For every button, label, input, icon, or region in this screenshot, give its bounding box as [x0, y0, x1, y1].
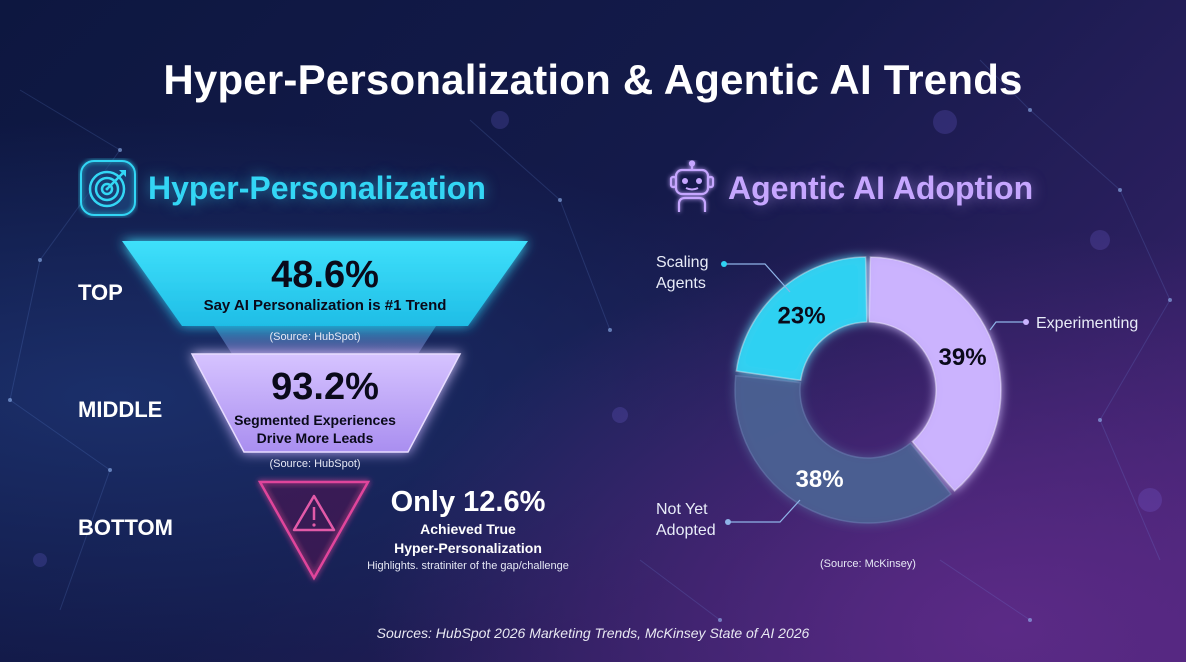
legend-label-not-yet-adopted: Not Yet — [656, 501, 708, 518]
middle-value: 93.2% — [271, 366, 379, 408]
donut-value-label-experimenting: 39% — [939, 344, 987, 371]
page-title: Hyper-Personalization & Agentic AI Trend… — [163, 56, 1023, 103]
bottom-note: Highlights. stratiniter of the gap/chall… — [367, 560, 569, 572]
donut-value-label-scaling-agents: 23% — [778, 303, 826, 330]
donut-slice-not-yet-adopted — [734, 374, 952, 524]
funnel-top-band — [122, 241, 528, 326]
legend-label-scaling-agents: Scaling — [656, 254, 708, 271]
agentic-ai-title: Agentic AI Adoption — [728, 170, 1034, 206]
donut-value-label-not-yet-adopted: 38% — [796, 466, 844, 493]
leader-dot-experimenting — [1023, 319, 1029, 325]
middle-description-line1: Segmented Experiences — [234, 412, 396, 428]
legend-label-not-yet-adopted: Adopted — [656, 522, 716, 539]
donut-slice-scaling-agents — [735, 256, 868, 382]
bottom-description-line2: Hyper-Personalization — [394, 540, 542, 556]
level-label-top: TOP — [78, 280, 123, 305]
agentic-source: (Source: McKinsey) — [820, 558, 916, 570]
middle-description-line2: Drive More Leads — [256, 430, 374, 446]
leader-dot-not-yet-adopted — [725, 519, 731, 525]
warning-icon — [292, 494, 336, 532]
leader-dot-scaling-agents — [721, 261, 727, 267]
level-label-bottom: BOTTOM — [78, 515, 173, 540]
bottom-description-line1: Achieved True — [420, 521, 516, 537]
leader-line-not-yet-adopted — [728, 499, 801, 523]
legend-label-scaling-agents: Agents — [656, 275, 706, 292]
leader-line-experimenting — [989, 321, 1026, 331]
target-icon — [80, 160, 136, 216]
robot-icon — [669, 160, 715, 212]
funnel-connector — [214, 326, 436, 354]
bottom-value: Only 12.6% — [390, 486, 546, 518]
donut-slice-experimenting — [868, 256, 1002, 492]
hyper-personalization-title: Hyper-Personalization — [148, 170, 486, 206]
legend-label-experimenting: Experimenting — [1036, 315, 1138, 332]
level-label-middle: MIDDLE — [78, 397, 163, 422]
top-source: (Source: HubSpot) — [269, 331, 361, 343]
leader-line-scaling-agents — [724, 263, 791, 293]
top-value: 48.6% — [271, 254, 379, 296]
funnel-middle-band — [190, 353, 462, 453]
middle-source: (Source: HubSpot) — [269, 458, 361, 470]
footer-sources: Sources: HubSpot 2026 Marketing Trends, … — [376, 625, 810, 641]
top-description: Say AI Personalization is #1 Trend — [203, 297, 447, 314]
